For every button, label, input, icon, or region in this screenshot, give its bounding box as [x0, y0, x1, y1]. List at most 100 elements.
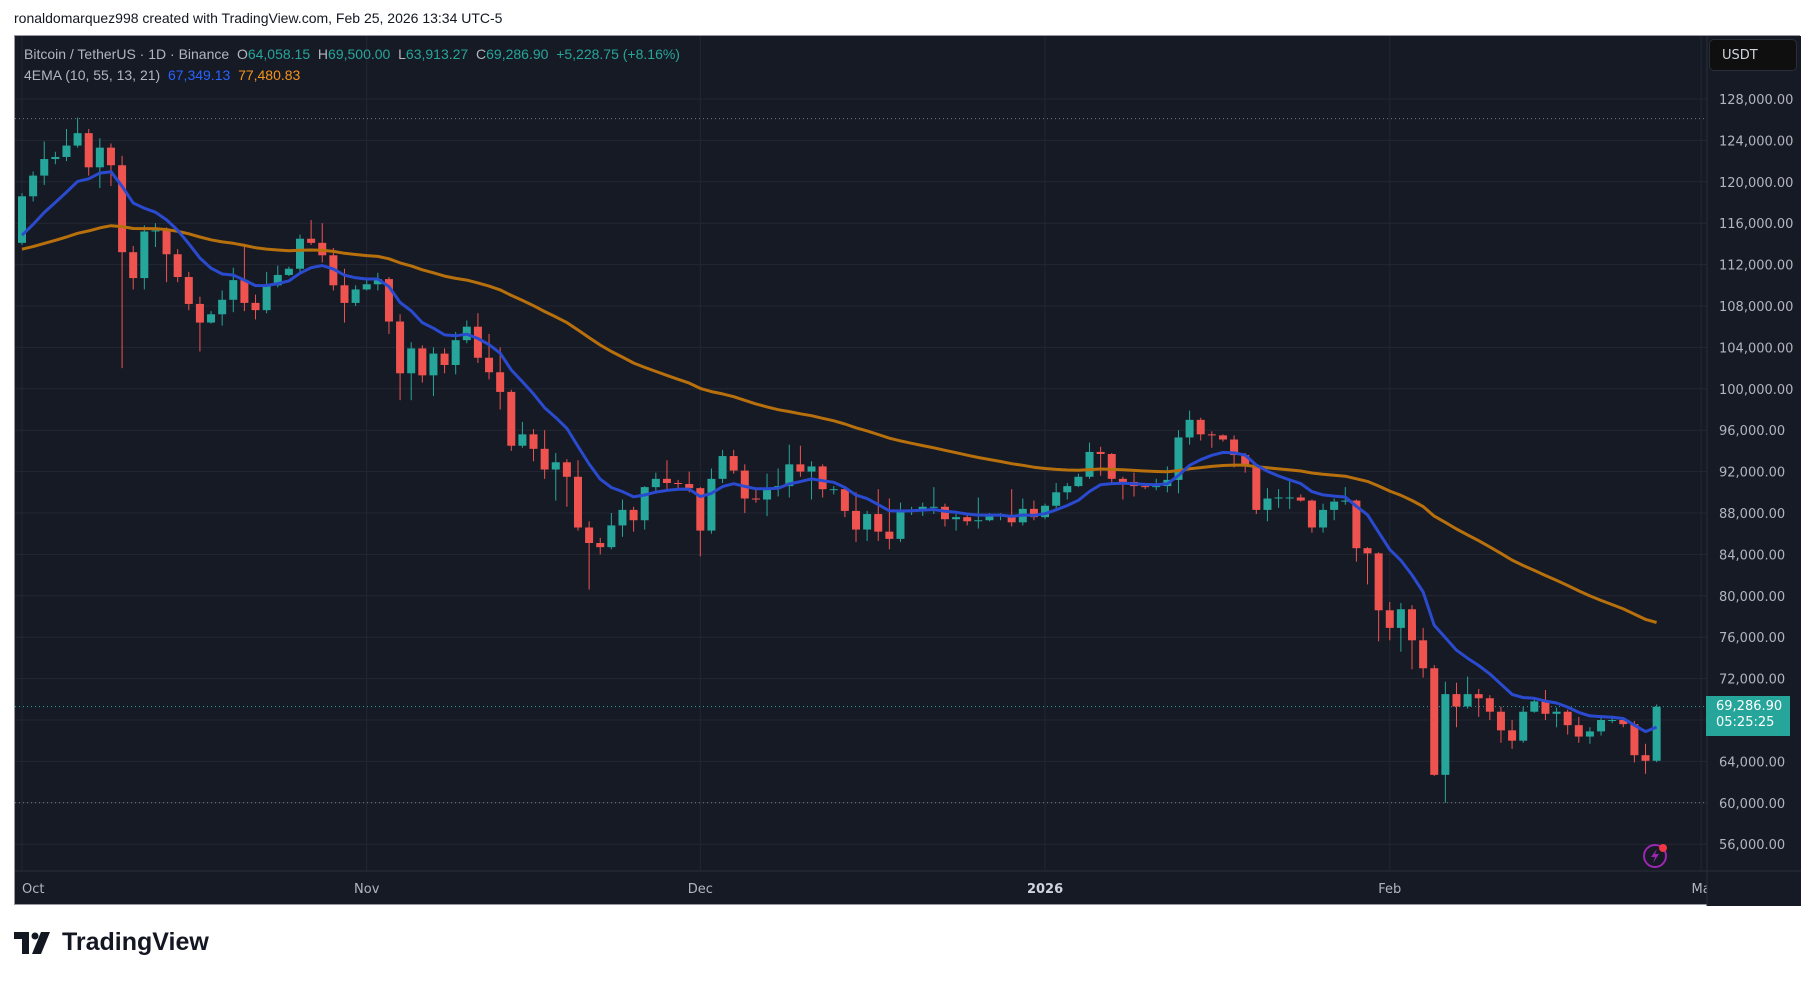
candle-body	[162, 230, 171, 255]
candle	[429, 347, 438, 397]
candle-body	[1585, 731, 1594, 737]
candle-body	[195, 303, 204, 323]
ema-slow-line	[21, 224, 1658, 624]
price-axis[interactable]	[1707, 36, 1801, 906]
candle-body	[262, 285, 271, 311]
candle-body	[1619, 720, 1628, 725]
candle-body	[1330, 501, 1339, 510]
candle	[796, 445, 805, 477]
candles	[18, 117, 1661, 803]
candle	[1563, 709, 1572, 735]
currency-button[interactable]: USDT	[1709, 39, 1797, 71]
candle-body	[1519, 711, 1528, 741]
candle	[1252, 464, 1261, 515]
candle	[1041, 503, 1050, 520]
candle-body	[173, 254, 182, 278]
candle-body	[407, 348, 416, 374]
candle	[507, 389, 516, 451]
candle	[284, 266, 293, 276]
lightning-alert-icon[interactable]	[1641, 840, 1671, 870]
candle-body	[696, 488, 705, 531]
candle	[952, 514, 961, 531]
indicator-title[interactable]: 4EMA (10, 55, 13, 21)	[24, 67, 161, 83]
tradingview-brand: TradingView	[14, 928, 209, 957]
candle-body	[1007, 515, 1016, 523]
candle	[207, 311, 216, 324]
candle	[740, 464, 749, 513]
candle-body	[985, 515, 994, 521]
candle	[1274, 489, 1283, 508]
time-tick-label: Ma	[1692, 882, 1711, 897]
candle	[362, 279, 371, 291]
candle	[1474, 688, 1483, 717]
candle	[718, 449, 727, 483]
candle	[1029, 500, 1038, 521]
candle	[829, 486, 838, 495]
close-value: 69,286.90	[486, 46, 549, 62]
close-label: C	[476, 46, 487, 62]
symbol-legend-row: Bitcoin / TetherUS · 1D · Binance O64,05…	[24, 44, 680, 65]
candle-body	[974, 520, 983, 522]
ema-fast-value: 67,349.13	[167, 67, 231, 83]
price-tick-label: 128,000.00	[1719, 93, 1793, 108]
candle-body	[340, 285, 349, 303]
candle	[1052, 482, 1061, 510]
symbol-title[interactable]: Bitcoin / TetherUS · 1D · Binance	[24, 46, 230, 62]
candle-body	[1530, 701, 1539, 712]
candle-body	[574, 476, 582, 528]
candle-body	[496, 372, 505, 392]
candle	[1196, 417, 1205, 441]
candle	[1585, 727, 1594, 744]
candle	[340, 268, 349, 323]
ema-slow-value: 77,480.83	[238, 67, 301, 83]
candle	[751, 489, 760, 503]
bar-countdown: 05:25:25	[1716, 715, 1775, 730]
candle-body	[1263, 498, 1272, 510]
low-value: 63,913.27	[405, 46, 469, 62]
price-tick-label: 112,000.00	[1719, 259, 1793, 274]
candle	[1430, 665, 1439, 776]
candle-body	[1152, 486, 1161, 488]
time-tick-label: Oct	[22, 882, 44, 897]
candle	[1185, 410, 1194, 445]
candle-body	[718, 456, 727, 479]
candle	[184, 271, 193, 311]
candle	[418, 345, 427, 383]
price-tick-label: 60,000.00	[1719, 797, 1785, 812]
candle-body	[763, 488, 772, 500]
candle	[1519, 706, 1528, 743]
candle-body	[240, 280, 249, 303]
candle-body	[1641, 755, 1650, 761]
candle	[785, 444, 794, 498]
candle	[696, 487, 705, 557]
candle	[1419, 627, 1428, 678]
candle	[562, 459, 571, 507]
candle-body	[396, 321, 405, 374]
candle	[1574, 716, 1583, 743]
candle-body	[729, 456, 738, 471]
candle	[651, 472, 660, 492]
candle	[195, 296, 204, 352]
candle	[162, 227, 171, 283]
candle-body	[73, 133, 82, 146]
candle-body	[1574, 725, 1583, 737]
candle	[1530, 698, 1539, 713]
candle	[73, 117, 82, 148]
candle	[1641, 743, 1650, 774]
candle-body	[1174, 437, 1183, 480]
candle-body	[518, 434, 527, 446]
price-chart[interactable]: Oct Nov Dec 2026 Feb Ma 128,000.00 124,000.00 12…	[15, 36, 1801, 906]
candle	[640, 486, 649, 530]
candle	[940, 503, 949, 527]
candle	[1374, 552, 1383, 642]
candle	[707, 468, 716, 534]
candle-body	[952, 517, 961, 520]
candle-body	[1485, 698, 1494, 712]
chart-pane[interactable]: Oct Nov Dec 2026 Feb Ma 128,000.00 124,000.00 12…	[14, 35, 1801, 906]
candle	[496, 347, 505, 410]
candle-body	[796, 464, 805, 472]
candle	[852, 492, 860, 542]
candle	[373, 272, 382, 291]
candle	[351, 285, 360, 306]
candle-body	[1374, 553, 1383, 611]
